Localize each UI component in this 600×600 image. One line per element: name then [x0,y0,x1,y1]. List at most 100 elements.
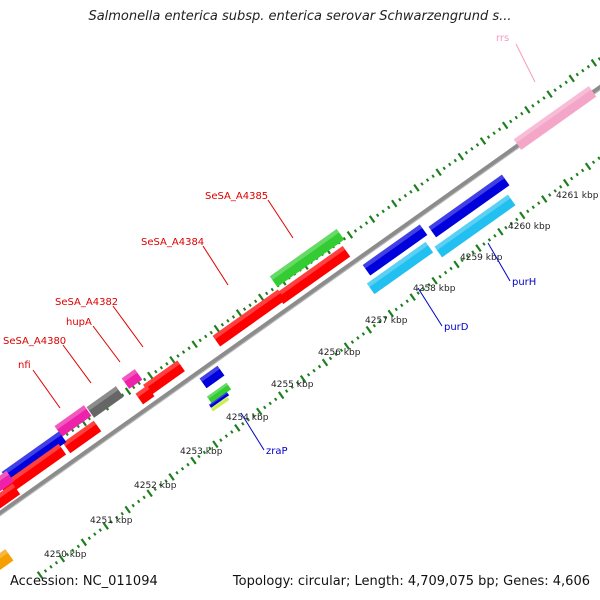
lower-tick [487,238,492,242]
lower-tick [312,368,316,373]
upper-tick [575,72,579,77]
upper-tick [131,385,136,390]
lower-tick [537,201,541,205]
upper-tick [270,287,274,292]
zraP-c-feature[interactable] [208,392,230,408]
lower-tick [273,397,278,402]
upper-tick [342,236,347,241]
gene-label-nfi[interactable]: nfi [18,360,31,371]
leader-line [62,344,92,384]
ruler-label: 4257 kbp [365,316,408,326]
lower-tick [372,323,377,328]
SeSA_A4383-feature[interactable] [212,289,286,347]
lower-tick [460,258,464,263]
upper-tick [464,150,469,155]
SeSA_A4378-feature[interactable] [0,483,21,511]
upper-tick [187,346,191,350]
lower-tick [190,456,197,465]
SeSA_A4382-feature[interactable] [143,360,185,396]
ruler-label: 4254 kbp [226,413,269,423]
lower-tick [519,211,526,220]
lower-tick [175,471,179,475]
gene-label-zraP[interactable]: zraP [266,446,288,457]
gene-label-hupA[interactable]: hupA [66,317,92,328]
gene-label-purH[interactable]: purH [512,277,536,288]
lower-tick [58,554,66,563]
SeSA_A4379-feature[interactable] [0,443,67,497]
SeSA_A4380-feature[interactable] [62,420,102,454]
purD-b-feature[interactable] [366,241,434,295]
lower-tick [43,569,48,573]
lower-tick [431,276,438,285]
lower-tick [493,234,497,238]
lower-tick [102,522,109,530]
upper-tick [253,299,258,304]
SeSA_A4385-feature[interactable] [269,228,345,288]
leader-line [112,305,144,348]
nfi-feature[interactable] [1,431,67,483]
lower-tick [416,291,420,295]
gene-label-SeSA_A4385[interactable]: SeSA_A4385 [205,191,268,202]
upper-tick [209,330,213,335]
upper-tick [181,350,186,354]
upper-tick [520,111,524,116]
gene-label-rrs[interactable]: rrs [496,33,509,44]
lower-tick [115,515,119,520]
lower-tick [186,462,190,467]
ruler-label: 4260 kbp [508,222,551,232]
lower-tick [509,221,514,226]
hupA-feature[interactable] [121,369,143,389]
lower-tick [263,405,267,410]
purD-feature[interactable] [362,224,428,276]
rrs-feature[interactable] [513,86,597,150]
lower-tick [158,483,163,487]
ruler-label: 4259 kbp [460,253,503,263]
gene-label-SeSA_A4382[interactable]: SeSA_A4382 [55,297,118,308]
zraP-b-feature[interactable] [206,382,232,404]
lower-tick [453,260,460,269]
upper-tick [420,182,424,186]
lower-tick [168,473,175,481]
lower-tick-track [36,156,600,579]
lower-tick [378,319,382,324]
gene-label-purD[interactable]: purD [444,322,469,333]
gene-label-SeSA_A4380[interactable]: SeSA_A4380 [3,336,66,347]
SeSA_A4384-feature[interactable] [275,245,351,305]
upper-tick [403,193,408,198]
lower-tick [146,489,153,498]
lower-tick [256,407,263,416]
leader-line [267,199,294,239]
upper-tick [501,121,509,130]
upper-tick [553,88,557,92]
lower-tick [443,270,448,275]
lower-tick [80,538,88,547]
lower-tick [343,342,351,351]
lower-tick [580,168,585,173]
upper-tick [398,197,402,202]
lower-tick [212,440,219,449]
SeSA_A4381-feature[interactable] [86,386,124,418]
lower-tick [438,274,442,279]
upper-tick [536,100,541,104]
upper-tick [479,137,487,145]
upper-tick [368,215,376,224]
upper-tick [143,377,147,382]
purH-feature[interactable] [428,174,510,238]
upper-tick [364,221,369,225]
gene-label-SeSA_A4384[interactable]: SeSA_A4384 [141,237,204,248]
purH-b-feature[interactable] [434,194,516,258]
SeSA_A4378b-feature[interactable] [0,470,14,494]
SeSA_A4382b-feature[interactable] [135,385,155,405]
SeSA_A4380b-feature[interactable] [54,405,92,437]
upper-tick [169,356,176,364]
zraP-d-feature[interactable] [210,396,230,412]
edge-orange-feature[interactable] [0,549,14,571]
leader-line [240,412,265,451]
zraP-feature[interactable] [199,365,225,389]
lower-tick [361,332,366,336]
leader-line [515,43,536,83]
lower-tick [562,178,570,187]
lower-tick [350,340,355,344]
